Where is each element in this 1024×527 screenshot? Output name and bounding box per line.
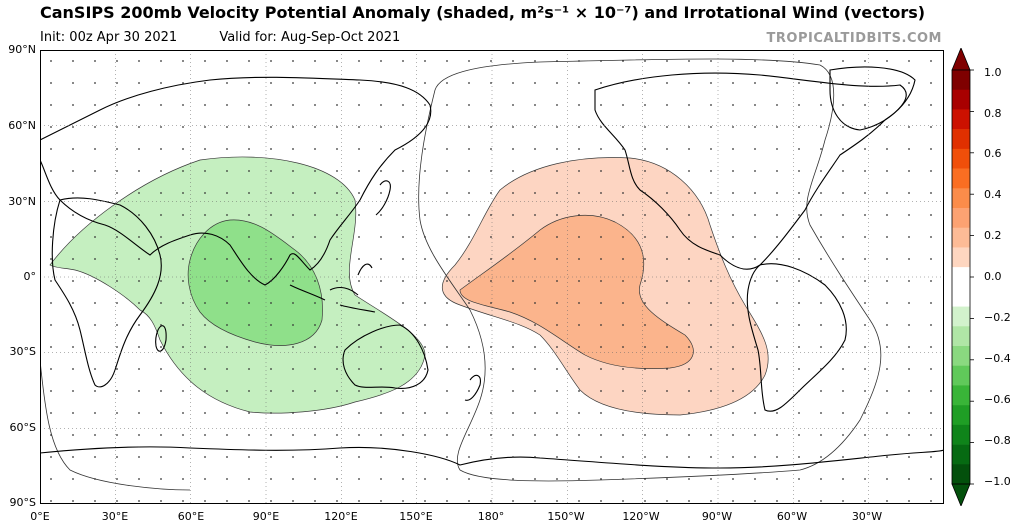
- lat-label-90n: 90°N: [8, 43, 36, 56]
- colorbar: [951, 48, 974, 506]
- colorbar-segment: [952, 227, 970, 248]
- lat-label-90s: 90°S: [9, 496, 36, 509]
- colorbar-segment: [952, 385, 970, 406]
- colorbar-segment: [952, 306, 970, 327]
- colorbar-segment: [952, 129, 970, 150]
- cbar-tick-neg-0-2: −0.2: [984, 311, 1011, 324]
- colorbar-segment: [952, 405, 970, 426]
- lat-label-30n: 30°N: [8, 195, 36, 208]
- valid-time: Valid for: Aug-Sep-Oct 2021: [219, 30, 401, 45]
- colorbar-segment: [952, 70, 970, 91]
- colorbar-segment: [952, 168, 970, 189]
- cbar-tick-0-0: 0.0: [984, 270, 1002, 283]
- cbar-tick-0-4: 0.4: [984, 188, 1002, 201]
- colorbar-segment: [952, 148, 970, 169]
- lat-label-60s: 60°S: [9, 421, 36, 434]
- lon-label-150w: 150°W: [547, 510, 585, 523]
- cbar-tick-0-6: 0.6: [984, 147, 1002, 160]
- cbar-tick-1-0: 1.0: [984, 66, 1002, 79]
- lon-label-150e: 150°E: [399, 510, 433, 523]
- colorbar-segment: [952, 286, 970, 307]
- cbar-tick-0-2: 0.2: [984, 229, 1002, 242]
- site-credit: TROPICALTIDBITS.COM: [766, 31, 942, 46]
- lon-label-180: 180°: [477, 510, 505, 523]
- lon-label-60e: 60°E: [177, 510, 205, 523]
- cbar-tick-neg-1-0: −1.0: [984, 475, 1011, 488]
- colorbar-arrow-top: [951, 48, 971, 71]
- wind-vector-field: [40, 50, 944, 504]
- colorbar-segment: [952, 208, 970, 229]
- colorbar-segment: [952, 444, 970, 465]
- colorbar-segment: [952, 365, 970, 386]
- map-border: [40, 50, 944, 504]
- lon-label-60w: 60°W: [776, 510, 808, 523]
- chart-title: CanSIPS 200mb Velocity Potential Anomaly…: [40, 3, 926, 22]
- lat-label-0: 0°: [23, 270, 37, 283]
- map: [40, 50, 944, 504]
- lat-label-60n: 60°N: [8, 119, 36, 132]
- lat-label-30s: 30°S: [9, 345, 36, 358]
- colorbar-segment: [952, 464, 970, 485]
- colorbar-segment: [952, 89, 970, 110]
- lon-label-90e: 90°E: [252, 510, 280, 523]
- colorbar-segment: [952, 346, 970, 367]
- init-time: Init: 00z Apr 30 2021: [40, 30, 178, 45]
- cbar-tick-neg-0-8: −0.8: [984, 434, 1011, 447]
- lon-label-120e: 120°E: [324, 510, 358, 523]
- colorbar-segment: [952, 188, 970, 209]
- lon-label-30e: 30°E: [101, 510, 129, 523]
- cbar-tick-neg-0-4: −0.4: [984, 352, 1011, 365]
- colorbar-arrow-bottom: [951, 483, 971, 506]
- lon-label-120w: 120°W: [622, 510, 660, 523]
- colorbar-segment: [952, 247, 970, 268]
- cbar-tick-0-8: 0.8: [984, 107, 1002, 120]
- colorbar-segment: [952, 267, 970, 288]
- lon-label-0e: 0°E: [30, 510, 50, 523]
- colorbar-segment: [952, 424, 970, 445]
- colorbar-segment: [952, 109, 970, 130]
- colorbar-segment: [952, 326, 970, 347]
- lon-label-90w: 90°W: [701, 510, 733, 523]
- subtitle: Init: 00z Apr 30 2021 Valid for: Aug-Sep…: [40, 30, 438, 45]
- cbar-tick-neg-0-6: −0.6: [984, 393, 1011, 406]
- lon-label-30w: 30°W: [851, 510, 883, 523]
